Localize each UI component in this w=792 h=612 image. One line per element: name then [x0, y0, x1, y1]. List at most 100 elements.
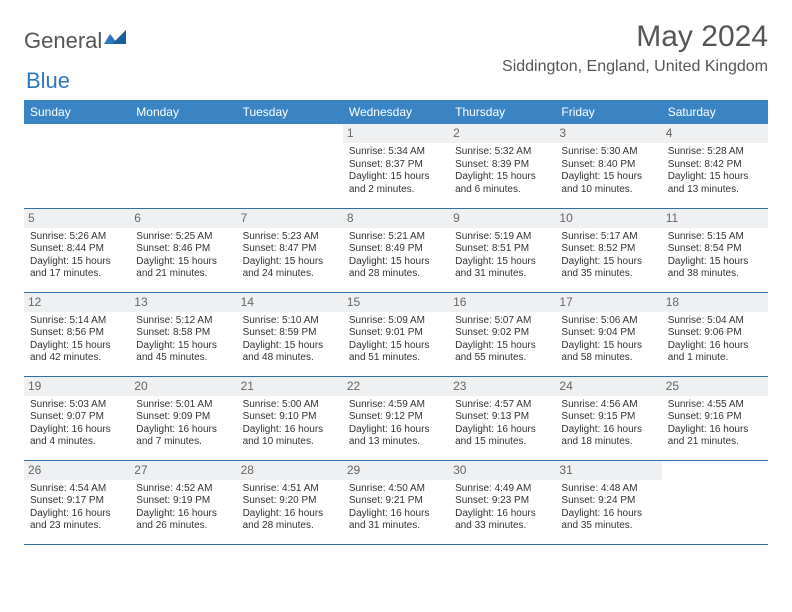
daylight-text: Daylight: 15 hours	[349, 171, 443, 184]
daylight-text: and 38 minutes.	[668, 268, 762, 281]
calendar-week-row: 12Sunrise: 5:14 AMSunset: 8:56 PMDayligh…	[24, 292, 768, 376]
calendar-day-cell: 10Sunrise: 5:17 AMSunset: 8:52 PMDayligh…	[555, 208, 661, 292]
calendar-day-cell: 1Sunrise: 5:34 AMSunset: 8:37 PMDaylight…	[343, 124, 449, 208]
sunset-text: Sunset: 8:51 PM	[455, 243, 549, 256]
sunrise-text: Sunrise: 4:54 AM	[30, 483, 124, 496]
sunset-text: Sunset: 8:56 PM	[30, 327, 124, 340]
day-number: 23	[449, 377, 555, 396]
sunset-text: Sunset: 9:16 PM	[668, 411, 762, 424]
day-number: 3	[555, 124, 661, 143]
sunrise-text: Sunrise: 4:48 AM	[561, 483, 655, 496]
calendar-day-cell: 12Sunrise: 5:14 AMSunset: 8:56 PMDayligh…	[24, 292, 130, 376]
calendar-day-cell: 28Sunrise: 4:51 AMSunset: 9:20 PMDayligh…	[237, 460, 343, 544]
day-number: 8	[343, 209, 449, 228]
sunset-text: Sunset: 9:09 PM	[136, 411, 230, 424]
daylight-text: Daylight: 15 hours	[349, 340, 443, 353]
daylight-text: Daylight: 16 hours	[136, 508, 230, 521]
sunrise-text: Sunrise: 5:10 AM	[243, 315, 337, 328]
sunrise-text: Sunrise: 5:19 AM	[455, 231, 549, 244]
calendar-day-cell: 9 Sunrise: 5:19 AMSunset: 8:51 PMDaylight…	[449, 208, 555, 292]
daylight-text: and 23 minutes.	[30, 520, 124, 533]
sunrise-text: Sunrise: 5:34 AM	[349, 146, 443, 159]
daylight-text: and 48 minutes.	[243, 352, 337, 365]
daylight-text: and 4 minutes.	[30, 436, 124, 449]
calendar-day-cell: 24Sunrise: 4:56 AMSunset: 9:15 PMDayligh…	[555, 376, 661, 460]
daylight-text: and 10 minutes.	[561, 184, 655, 197]
daylight-text: and 21 minutes.	[668, 436, 762, 449]
daylight-text: and 28 minutes.	[243, 520, 337, 533]
sunrise-text: Sunrise: 5:09 AM	[349, 315, 443, 328]
daylight-text: Daylight: 16 hours	[349, 424, 443, 437]
sunrise-text: Sunrise: 4:59 AM	[349, 399, 443, 412]
daylight-text: Daylight: 15 hours	[561, 256, 655, 269]
daylight-text: Daylight: 16 hours	[455, 424, 549, 437]
daylight-text: Daylight: 15 hours	[561, 171, 655, 184]
day-number: 18	[662, 293, 768, 312]
calendar-day-cell: .	[24, 124, 130, 208]
sunset-text: Sunset: 8:58 PM	[136, 327, 230, 340]
sunrise-text: Sunrise: 4:56 AM	[561, 399, 655, 412]
day-number: 2	[449, 124, 555, 143]
sunset-text: Sunset: 9:01 PM	[349, 327, 443, 340]
sunset-text: Sunset: 8:46 PM	[136, 243, 230, 256]
calendar-day-cell: 19Sunrise: 5:03 AMSunset: 9:07 PMDayligh…	[24, 376, 130, 460]
daylight-text: Daylight: 16 hours	[668, 340, 762, 353]
calendar-day-cell: 5Sunrise: 5:26 AMSunset: 8:44 PMDaylight…	[24, 208, 130, 292]
sunset-text: Sunset: 8:47 PM	[243, 243, 337, 256]
daylight-text: and 26 minutes.	[136, 520, 230, 533]
calendar-day-cell: .	[237, 124, 343, 208]
sunrise-text: Sunrise: 5:01 AM	[136, 399, 230, 412]
day-number: 25	[662, 377, 768, 396]
weekday-header: Sunday	[24, 100, 130, 124]
day-number: 9	[449, 209, 555, 228]
sunset-text: Sunset: 9:17 PM	[30, 495, 124, 508]
day-number: 21	[237, 377, 343, 396]
calendar-day-cell: 11Sunrise: 5:15 AMSunset: 8:54 PMDayligh…	[662, 208, 768, 292]
daylight-text: Daylight: 16 hours	[349, 508, 443, 521]
sunset-text: Sunset: 9:21 PM	[349, 495, 443, 508]
daylight-text: Daylight: 15 hours	[243, 340, 337, 353]
calendar-table: SundayMondayTuesdayWednesdayThursdayFrid…	[24, 100, 768, 545]
sunset-text: Sunset: 8:54 PM	[668, 243, 762, 256]
daylight-text: Daylight: 16 hours	[243, 508, 337, 521]
sunset-text: Sunset: 8:44 PM	[30, 243, 124, 256]
calendar-day-cell: 4Sunrise: 5:28 AMSunset: 8:42 PMDaylight…	[662, 124, 768, 208]
calendar-day-cell: 17Sunrise: 5:06 AMSunset: 9:04 PMDayligh…	[555, 292, 661, 376]
day-number: 26	[24, 461, 130, 480]
calendar-day-cell: 6Sunrise: 5:25 AMSunset: 8:46 PMDaylight…	[130, 208, 236, 292]
calendar-week-row: 5Sunrise: 5:26 AMSunset: 8:44 PMDaylight…	[24, 208, 768, 292]
daylight-text: and 35 minutes.	[561, 268, 655, 281]
weekday-header-row: SundayMondayTuesdayWednesdayThursdayFrid…	[24, 100, 768, 124]
calendar-day-cell: 29Sunrise: 4:50 AMSunset: 9:21 PMDayligh…	[343, 460, 449, 544]
calendar-day-cell: 3Sunrise: 5:30 AMSunset: 8:40 PMDaylight…	[555, 124, 661, 208]
daylight-text: and 1 minute.	[668, 352, 762, 365]
sunrise-text: Sunrise: 4:51 AM	[243, 483, 337, 496]
sunrise-text: Sunrise: 5:23 AM	[243, 231, 337, 244]
brand-logo: General	[24, 28, 126, 54]
calendar-day-cell: 31Sunrise: 4:48 AMSunset: 9:24 PMDayligh…	[555, 460, 661, 544]
sunrise-text: Sunrise: 4:50 AM	[349, 483, 443, 496]
daylight-text: Daylight: 15 hours	[668, 256, 762, 269]
daylight-text: Daylight: 15 hours	[30, 256, 124, 269]
sunrise-text: Sunrise: 4:55 AM	[668, 399, 762, 412]
daylight-text: Daylight: 15 hours	[30, 340, 124, 353]
sunset-text: Sunset: 9:02 PM	[455, 327, 549, 340]
brand-word-1: General	[24, 28, 102, 54]
sunrise-text: Sunrise: 5:28 AM	[668, 146, 762, 159]
sunrise-text: Sunrise: 4:49 AM	[455, 483, 549, 496]
sunrise-text: Sunrise: 5:04 AM	[668, 315, 762, 328]
calendar-week-row: 26 Sunrise: 4:54 AMSunset: 9:17 PM Dayligh…	[24, 460, 768, 544]
sunrise-text: Sunrise: 5:14 AM	[30, 315, 124, 328]
day-number: 4	[662, 124, 768, 143]
daylight-text: Daylight: 16 hours	[243, 424, 337, 437]
daylight-text: Daylight: 15 hours	[455, 256, 549, 269]
sunset-text: Sunset: 9:13 PM	[455, 411, 549, 424]
daylight-text: Daylight: 16 hours	[668, 424, 762, 437]
sunrise-text: Sunrise: 5:03 AM	[30, 399, 124, 412]
weekday-header: Thursday	[449, 100, 555, 124]
calendar-day-cell: 14Sunrise: 5:10 AMSunset: 8:59 PMDayligh…	[237, 292, 343, 376]
calendar-day-cell: 16Sunrise: 5:07 AMSunset: 9:02 PMDayligh…	[449, 292, 555, 376]
calendar-day-cell: 20Sunrise: 5:01 AMSunset: 9:09 PMDayligh…	[130, 376, 236, 460]
location-subtitle: Siddington, England, United Kingdom	[502, 58, 768, 76]
sunset-text: Sunset: 8:42 PM	[668, 159, 762, 172]
